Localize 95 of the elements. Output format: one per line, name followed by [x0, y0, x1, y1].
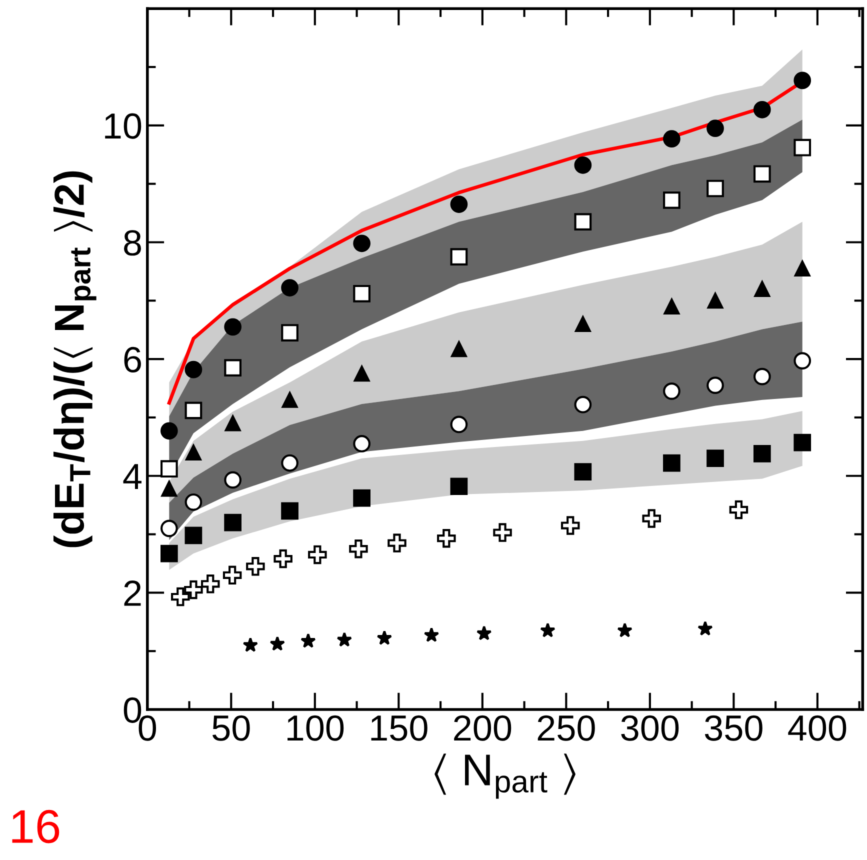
point [574, 463, 592, 480]
point [663, 130, 680, 148]
point [353, 435, 370, 452]
point [706, 376, 724, 394]
point [200, 574, 220, 594]
point [707, 292, 724, 309]
x-tick-label: 200 [454, 715, 512, 741]
point [753, 368, 771, 386]
point [574, 316, 591, 332]
point [664, 298, 680, 314]
point [160, 460, 178, 478]
point [794, 434, 812, 452]
point [574, 156, 592, 174]
point [353, 234, 370, 252]
x-tick-label: 50 [212, 715, 250, 741]
point [336, 632, 352, 647]
point [184, 580, 203, 600]
point [754, 280, 770, 297]
y-axis-title: (dE$_{T}$/dη)/(⟨ N$_{part}$ ⟩/2) [53, 171, 96, 548]
point [281, 454, 298, 472]
point [349, 540, 368, 558]
point [222, 566, 242, 585]
y-tick-label: 2 [124, 580, 141, 606]
point [450, 196, 468, 213]
point [729, 500, 748, 520]
point [388, 534, 406, 552]
point [753, 100, 771, 118]
point [706, 180, 724, 198]
point [450, 341, 467, 358]
y-tick-label: 8 [124, 230, 141, 256]
point [224, 415, 241, 432]
point [184, 360, 202, 378]
text: 16 [12, 810, 60, 844]
point [353, 489, 370, 507]
x-tick-label: 150 [371, 715, 428, 741]
point [706, 120, 724, 138]
point [161, 480, 178, 497]
point [424, 627, 440, 642]
point [281, 279, 298, 296]
point [617, 622, 632, 638]
point [560, 516, 580, 535]
point [281, 502, 298, 520]
point [300, 633, 316, 648]
point [224, 359, 242, 376]
point [184, 493, 202, 511]
x-tick-label: 300 [621, 715, 679, 741]
point [308, 545, 327, 564]
point [282, 392, 298, 408]
point [794, 260, 810, 277]
y-tick-label: 10 [105, 113, 142, 139]
point [376, 630, 392, 645]
point [753, 444, 771, 462]
y-tick-label: 6 [124, 346, 141, 372]
point [224, 318, 242, 336]
x-tick-label: 400 [788, 715, 846, 741]
point [354, 366, 370, 382]
point [184, 526, 202, 544]
point [794, 352, 812, 370]
y-tick-label: 4 [123, 464, 142, 489]
point [450, 416, 468, 434]
point [794, 138, 812, 156]
point [642, 509, 661, 528]
point [450, 478, 468, 496]
point [437, 528, 456, 548]
point [160, 520, 178, 538]
point [450, 248, 468, 266]
point [160, 544, 178, 562]
point [698, 620, 713, 636]
x-tick-label: 100 [288, 715, 344, 741]
point [171, 587, 190, 606]
point [493, 523, 512, 542]
point [706, 450, 724, 468]
point [224, 471, 242, 489]
point [663, 382, 680, 400]
point [160, 422, 178, 440]
x-tick-label: 250 [538, 715, 595, 741]
x-tick-label: 350 [704, 715, 762, 741]
point [185, 444, 202, 460]
point [540, 622, 556, 638]
point [246, 557, 265, 576]
point [794, 72, 812, 90]
point [224, 514, 242, 532]
point [663, 454, 680, 472]
point [270, 636, 286, 651]
point [281, 324, 298, 342]
point [663, 191, 680, 209]
point [353, 284, 370, 302]
x-axis-title: ⟨ N$_{part}$ ⟩ [434, 754, 576, 799]
point [476, 626, 492, 640]
point [574, 396, 592, 414]
point [753, 165, 771, 183]
point [184, 402, 202, 420]
point [242, 637, 258, 652]
point [274, 549, 292, 568]
point [574, 213, 592, 230]
